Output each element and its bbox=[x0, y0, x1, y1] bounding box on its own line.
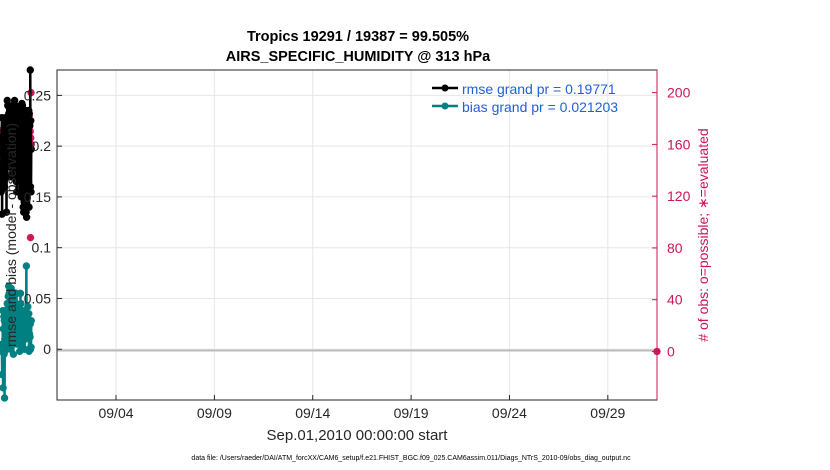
bias-point bbox=[0, 394, 9, 402]
rmse-point bbox=[27, 117, 35, 125]
right-tick-label: 120 bbox=[667, 188, 691, 204]
bias-point bbox=[0, 384, 7, 392]
bias-point bbox=[27, 343, 35, 351]
bias-point bbox=[8, 294, 17, 303]
bias-point bbox=[16, 289, 25, 298]
bias-point bbox=[0, 370, 6, 379]
right-tick-label: 40 bbox=[667, 292, 683, 308]
x-axis-label: Sep.01,2010 00:00:00 start bbox=[267, 427, 449, 444]
legend-marker bbox=[441, 84, 449, 92]
left-tick-label: 0.1 bbox=[32, 240, 52, 256]
chart-title: Tropics 19291 / 19387 = 99.505% bbox=[247, 29, 469, 45]
y-axis-label-right: # of obs: o=possible; ∗=evaluated bbox=[695, 128, 711, 341]
rmse-point bbox=[0, 183, 9, 191]
right-tick-label: 0 bbox=[667, 343, 675, 359]
rmse-point bbox=[26, 66, 34, 74]
bias-point bbox=[22, 262, 31, 270]
data-file-footer: data file: /Users/raeder/DAI/ATM_forcXX/… bbox=[191, 455, 631, 462]
bias-point bbox=[26, 333, 34, 341]
bias-point bbox=[17, 299, 25, 308]
legend-marker bbox=[441, 102, 449, 110]
rmse-point bbox=[27, 145, 35, 153]
chart-subtitle: AIRS_SPECIFIC_HUMIDITY @ 313 hPa bbox=[226, 49, 491, 65]
right-tick-label: 80 bbox=[667, 240, 683, 256]
x-tick-label: 09/29 bbox=[590, 405, 625, 421]
y-axis-label-left: rmse and bias (model - observation) bbox=[3, 123, 19, 347]
rmse-point bbox=[25, 109, 33, 118]
rmse-point bbox=[15, 152, 23, 161]
rmse-point bbox=[22, 127, 31, 135]
left-axis: 0 0.05 0.1 0.15 0.2 0.25 bbox=[24, 87, 62, 357]
rmse-point bbox=[27, 188, 35, 196]
right-tick-label: 200 bbox=[667, 85, 691, 101]
left-tick-label: 0.25 bbox=[24, 87, 51, 103]
x-tick-label: 09/04 bbox=[98, 405, 133, 421]
rmse-point bbox=[22, 213, 31, 221]
x-axis: 09/04 09/09 09/14 09/19 09/24 09/29 bbox=[98, 395, 626, 421]
star-stroke bbox=[27, 234, 34, 241]
rmse-point bbox=[2, 208, 11, 216]
legend-label: rmse grand pr = 0.19771 bbox=[462, 81, 616, 97]
legend-label: bias grand pr = 0.021203 bbox=[462, 99, 618, 115]
left-tick-label: 0.2 bbox=[32, 138, 52, 154]
rmse-point bbox=[14, 142, 22, 150]
plot-series bbox=[0, 66, 661, 402]
x-tick-label: 09/19 bbox=[394, 405, 429, 421]
right-axis: 0 40 80 120 160 200 bbox=[652, 70, 691, 400]
bias-point bbox=[24, 302, 32, 311]
left-tick-label: 0.05 bbox=[24, 290, 51, 306]
bias-point bbox=[25, 309, 33, 318]
x-tick-label: 09/24 bbox=[492, 405, 527, 421]
left-tick-label: 0 bbox=[43, 341, 51, 357]
gridlines bbox=[57, 70, 657, 400]
left-tick-label: 0.15 bbox=[24, 189, 51, 205]
obs-evaluated-point bbox=[26, 233, 35, 242]
x-tick-label: 09/09 bbox=[197, 405, 232, 421]
legend: rmse grand pr = 0.19771 bias grand pr = 0… bbox=[432, 81, 618, 115]
rmse-point bbox=[25, 203, 33, 211]
right-tick-label: 160 bbox=[667, 136, 691, 152]
bias-point bbox=[9, 350, 18, 359]
x-tick-label: 09/14 bbox=[295, 405, 330, 421]
bias-point bbox=[27, 317, 35, 325]
